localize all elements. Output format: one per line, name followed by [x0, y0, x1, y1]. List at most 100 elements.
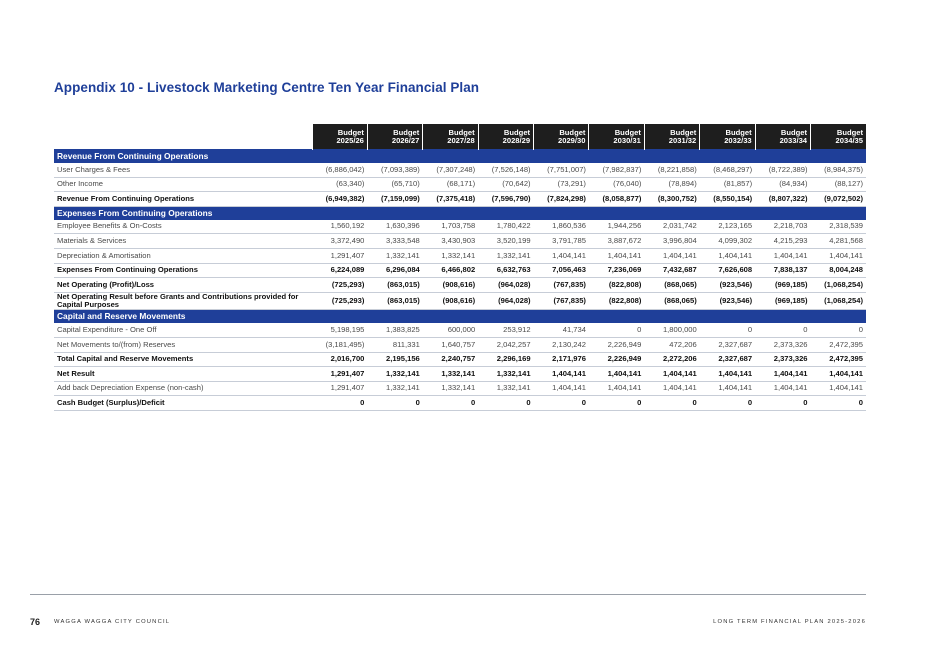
value-cell: 0: [810, 323, 866, 339]
value-cell: (88,127): [810, 177, 866, 193]
value-cell: 4,281,568: [810, 233, 866, 249]
value-cell: 3,887,672: [588, 233, 645, 249]
value-cell: 1,404,141: [699, 366, 756, 382]
value-cell: 1,640,757: [422, 337, 479, 353]
value-cell: 2,031,742: [644, 219, 700, 235]
value-cell: 7,838,137: [755, 263, 811, 279]
value-cell: 2,272,206: [644, 352, 700, 368]
value-cell: (7,982,837): [588, 163, 645, 178]
row-label: Revenue From Continuing Operations: [54, 191, 313, 207]
value-cell: (9,072,502): [810, 191, 866, 207]
value-cell: 1,860,536: [533, 219, 589, 235]
value-cell: (84,934): [755, 177, 811, 193]
value-cell: 2,373,326: [755, 352, 811, 368]
value-cell: (73,291): [533, 177, 589, 193]
column-header: Budget 2034/35: [810, 124, 866, 150]
value-cell: (7,824,298): [533, 191, 589, 207]
value-cell: (8,550,154): [699, 191, 756, 207]
section-header-row: Revenue From Continuing Operations: [54, 149, 866, 163]
section-heading: Expenses From Continuing Operations: [54, 205, 866, 220]
column-header-line-1: Budget: [780, 127, 808, 137]
value-cell: 1,404,141: [755, 381, 811, 397]
value-cell: 1,630,396: [367, 219, 423, 235]
table-row: Cash Budget (Surplus)/Deficit 0 0 0 0 0 0 0 0 0 0: [54, 395, 866, 411]
column-header: Budget 2027/28: [422, 124, 479, 150]
value-cell: (868,065): [644, 277, 700, 293]
value-cell: (868,065): [644, 292, 700, 311]
column-header-line-2: 2027/28: [447, 135, 475, 145]
council-name: WAGGA WAGGA CITY COUNCIL: [54, 619, 171, 625]
table-row: Net Operating (Profit)/Loss (725,293) (863…: [54, 277, 866, 293]
value-cell: (725,293): [312, 292, 368, 311]
value-cell: 2,218,703: [755, 219, 811, 235]
column-header-line-2: 2026/27: [391, 135, 420, 145]
value-cell: 0: [588, 323, 645, 339]
financial-plan-table: Budget 2025/26 Budget 2026/27 Budget 2027/28 B…: [54, 124, 866, 411]
row-label: Capital Expenditure - One Off: [54, 323, 313, 339]
value-cell: 1,944,256: [588, 219, 645, 235]
table-row: Add back Depreciation Expense (non-cash)…: [54, 381, 866, 397]
table-row: Other Income (63,340) (65,710) (68,171) (70,…: [54, 177, 866, 193]
table-row: Total Capital and Reserve Movements 2,016…: [54, 352, 866, 368]
value-cell: 5,198,195: [312, 323, 368, 339]
value-cell: 0: [755, 323, 811, 339]
value-cell: 0: [478, 395, 534, 411]
value-cell: (7,159,099): [367, 191, 423, 207]
value-cell: 1,332,141: [422, 248, 479, 264]
value-cell: 2,373,326: [755, 337, 811, 353]
row-label: Expenses From Continuing Operations: [54, 263, 313, 279]
value-cell: 1,404,141: [588, 248, 645, 264]
column-header: Budget 2031/32: [643, 124, 700, 150]
value-cell: 0: [644, 395, 700, 411]
table-row: Net Result 1,291,407 1,332,141 1,332,141 1,3…: [54, 366, 866, 382]
row-label: Depreciation & Amortisation: [54, 248, 313, 264]
row-label: Cash Budget (Surplus)/Deficit: [54, 395, 313, 411]
value-cell: 1,404,141: [588, 381, 645, 397]
column-header-line-1: Budget: [503, 127, 531, 137]
value-cell: (8,300,752): [644, 191, 700, 207]
value-cell: 6,466,802: [422, 263, 479, 279]
value-cell: (76,040): [588, 177, 645, 193]
value-cell: (8,807,322): [755, 191, 811, 207]
value-cell: (923,546): [699, 277, 756, 293]
value-cell: 0: [699, 323, 756, 339]
value-cell: 2,472,395: [810, 352, 866, 368]
column-header-line-1: Budget: [725, 127, 752, 137]
row-label: Net Operating (Profit)/Loss: [54, 277, 313, 293]
table-row: User Charges & Fees (6,886,042) (7,093,389…: [54, 163, 866, 178]
value-cell: 1,332,141: [422, 366, 479, 382]
value-cell: 6,296,084: [367, 263, 423, 279]
value-cell: (7,526,148): [478, 163, 534, 178]
table-row: Net Operating Result before Grants and C…: [54, 292, 866, 311]
value-cell: 2,327,687: [699, 337, 756, 353]
value-cell: (7,751,007): [533, 163, 589, 178]
value-cell: (7,375,418): [422, 191, 479, 207]
value-cell: 2,318,539: [810, 219, 866, 235]
value-cell: (767,835): [533, 277, 589, 293]
row-label: User Charges & Fees: [54, 163, 313, 178]
value-cell: 6,632,763: [478, 263, 534, 279]
table-row: Capital Expenditure - One Off 5,198,195 1,…: [54, 323, 866, 339]
value-cell: (65,710): [367, 177, 423, 193]
table-body: Revenue From Continuing Operations User C…: [54, 149, 866, 411]
value-cell: 1,560,192: [312, 219, 368, 235]
value-cell: (1,068,254): [810, 277, 866, 293]
table-row: Employee Benefits & On-Costs 1,560,192 1,6…: [54, 219, 866, 235]
value-cell: 1,332,141: [367, 381, 423, 397]
row-label: Other Income: [54, 177, 313, 193]
value-cell: 41,734: [533, 323, 589, 339]
column-header-line-1: Budget: [337, 127, 364, 137]
column-header: Budget 2029/30: [533, 124, 589, 150]
value-cell: 2,472,395: [810, 337, 866, 353]
header-blank-cell: [54, 124, 313, 150]
value-cell: (863,015): [367, 292, 423, 311]
value-cell: 2,226,949: [588, 337, 645, 353]
value-cell: 3,333,548: [367, 233, 423, 249]
value-cell: 1,404,141: [755, 248, 811, 264]
footer-divider: [30, 594, 866, 595]
value-cell: (8,468,297): [699, 163, 756, 178]
value-cell: (63,340): [312, 177, 368, 193]
document-name: LONG TERM FINANCIAL PLAN 2025-2026: [713, 619, 866, 625]
value-cell: (969,185): [755, 277, 811, 293]
table-row: Depreciation & Amortisation 1,291,407 1,33…: [54, 248, 866, 264]
